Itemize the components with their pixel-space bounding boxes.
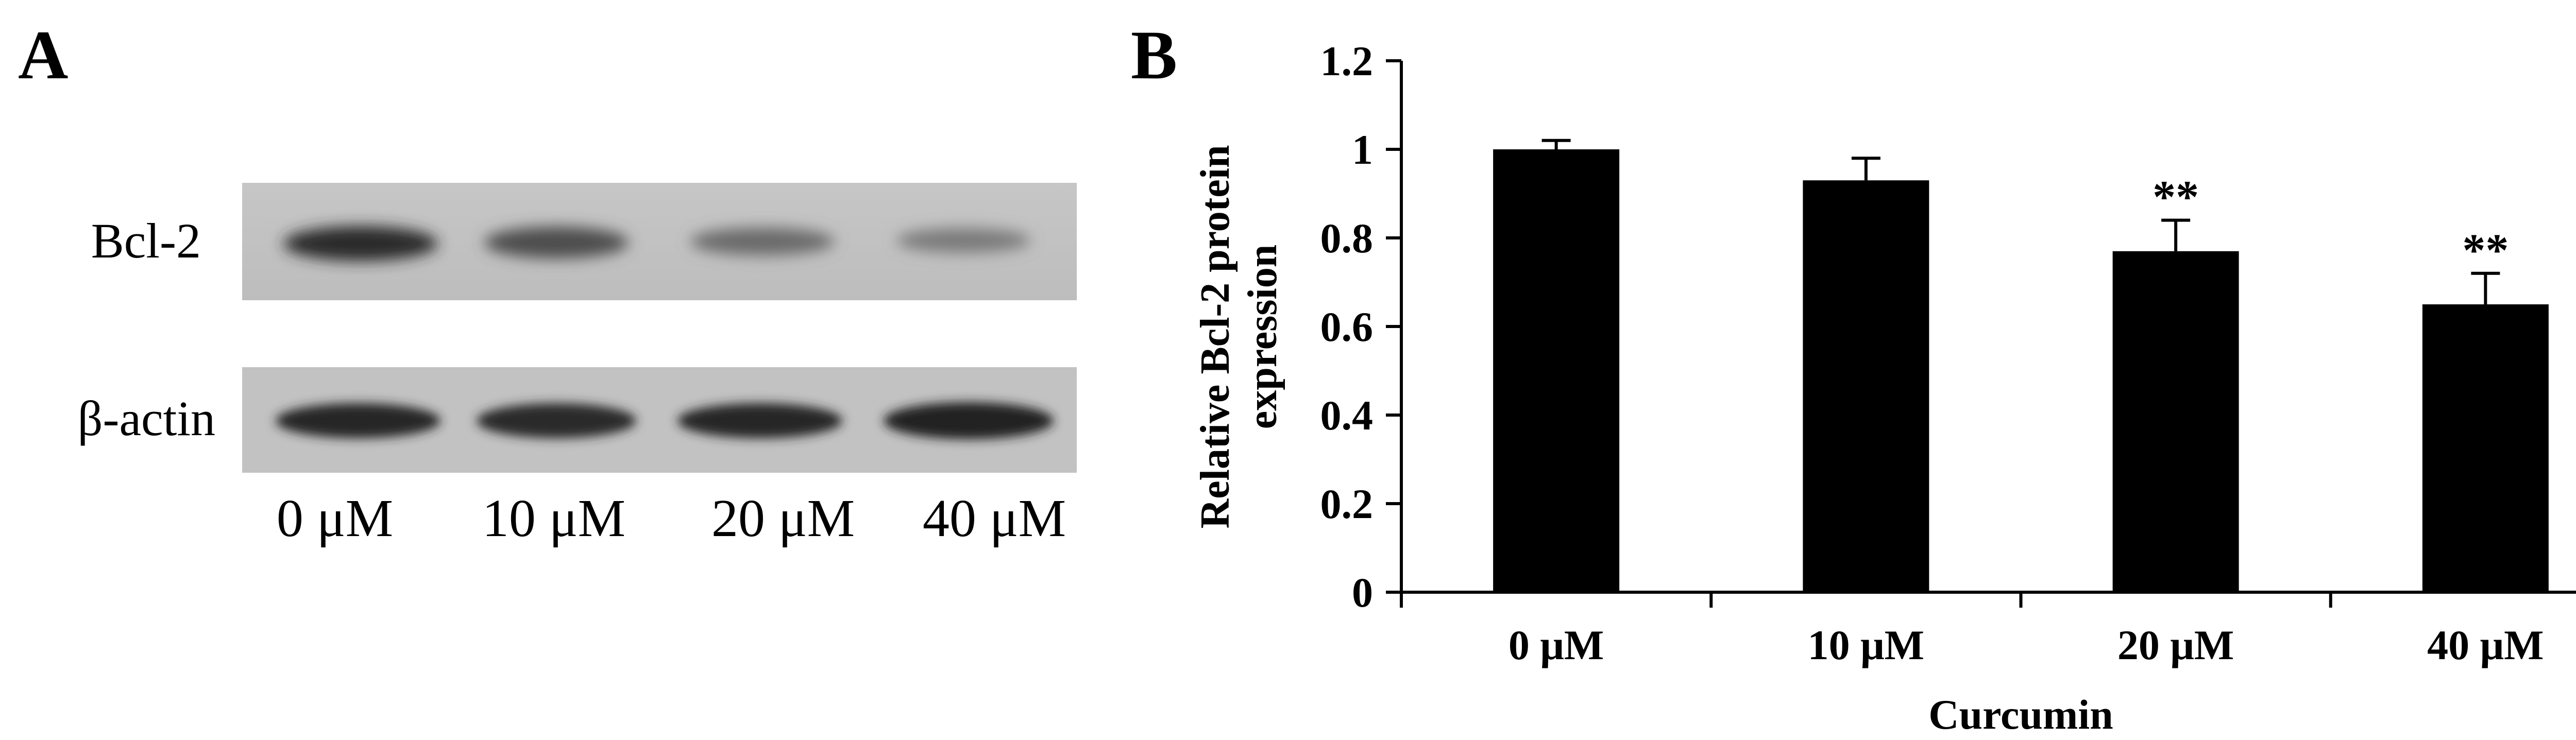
western-blot-beta-actin bbox=[242, 367, 1077, 473]
x-tick-label-2: 20 μM bbox=[2117, 622, 2234, 668]
band-bcl2-lane-3 bbox=[690, 228, 835, 255]
lane-label-20um: 20 μM bbox=[711, 489, 855, 548]
band-actin-lane-1 bbox=[276, 403, 440, 438]
y-tick-label: 0.6 bbox=[1320, 303, 1374, 350]
blot-row-label-bcl2: Bcl-2 bbox=[91, 213, 201, 268]
y-tick-label: 0.2 bbox=[1320, 480, 1374, 527]
band-actin-lane-2 bbox=[477, 403, 636, 438]
y-tick-label: 0.8 bbox=[1320, 215, 1374, 262]
y-tick-label: 0 bbox=[1352, 569, 1373, 616]
western-blot-bcl2 bbox=[242, 183, 1077, 300]
bar-3 bbox=[2422, 304, 2549, 592]
blot-row-label-beta-actin: β-actin bbox=[77, 391, 215, 446]
y-axis-title: Relative Bcl-2 proteinexpression bbox=[1193, 145, 1285, 528]
band-actin-lane-3 bbox=[677, 403, 842, 438]
lane-label-0um: 0 μM bbox=[276, 489, 394, 548]
bar-2 bbox=[2112, 251, 2239, 592]
band-bcl2-lane-2 bbox=[484, 227, 629, 259]
x-tick-label-0: 0 μM bbox=[1509, 622, 1604, 668]
y-tick-label: 0.4 bbox=[1320, 392, 1374, 439]
chart-bars bbox=[1493, 139, 2549, 592]
x-tick-label-1: 10 μM bbox=[1808, 622, 1924, 668]
x-axis-title: Curcumin bbox=[1928, 691, 2113, 738]
panel-b-letter: B bbox=[1131, 17, 1178, 94]
y-tick-label: 1 bbox=[1352, 126, 1373, 173]
x-tick-label-3: 40 μM bbox=[2427, 622, 2544, 668]
significance-label-2: ** bbox=[2153, 172, 2199, 223]
lane-label-10um: 10 μM bbox=[482, 489, 626, 548]
bar-1 bbox=[1803, 180, 1929, 592]
bar-0 bbox=[1493, 149, 1620, 592]
y-tick-label: 1.2 bbox=[1320, 38, 1374, 84]
chart-labels: 0 0.2 0.4 0.6 0.8 1 1.2 0 μM 10 μM ** 20 μM ** 40 μM… bbox=[1193, 38, 2544, 738]
band-bcl2-lane-4 bbox=[896, 228, 1030, 253]
lane-label-40um: 40 μM bbox=[922, 489, 1066, 548]
band-actin-lane-4 bbox=[884, 402, 1054, 439]
significance-label-3: ** bbox=[2462, 225, 2509, 276]
band-bcl2-lane-1 bbox=[283, 226, 438, 261]
panel-a-letter: A bbox=[18, 17, 69, 94]
